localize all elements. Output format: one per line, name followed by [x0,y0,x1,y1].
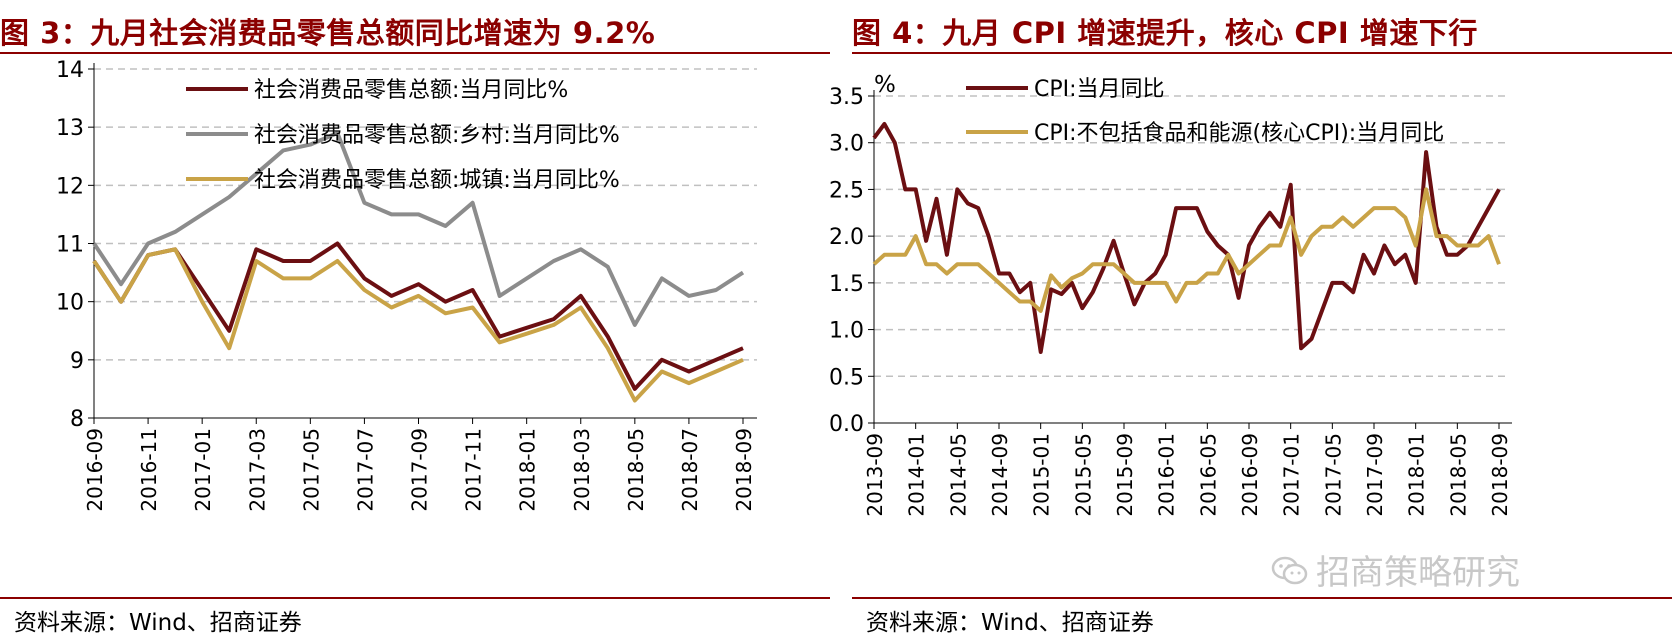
x-tick-label: 2018-05 [1446,433,1470,517]
series-line-1 [872,122,1501,354]
source-note: 资料来源：Wind、招商证券 [14,610,302,636]
series-line-1 [92,241,744,391]
legend-label: CPI:当月同比 [1034,77,1165,102]
x-tick-label: 2015-05 [1071,433,1095,517]
x-tick-label: 2017-05 [299,428,323,512]
x-tick-label: 2017-01 [1280,433,1304,517]
retail-sales-chart: 8 9 10 11 12 13 14 2016-09 2016-11 2017-01 2017-03… [56,58,757,512]
watermark: 招商策略研究 [1271,545,1520,594]
x-tick-label: 2018-07 [678,428,702,512]
x-tick-label: 2018-01 [516,428,540,512]
figure-3-title: 图 3：九月社会消费品零售总额同比增速为 9.2% [0,16,656,50]
series-line-2 [92,131,745,327]
y-tick-label: 12 [56,174,84,199]
y-tick-label: 0.0 [829,412,864,437]
wechat-icon [1271,555,1308,585]
x-tick-label: 2016-05 [1196,433,1220,517]
x-tick-label: 2017-03 [245,428,269,512]
x-tick-label: 2017-07 [353,428,377,512]
series-line-2 [872,187,1501,313]
x-tick-label: 2018-03 [570,428,594,512]
x-tick-label: 2018-09 [1488,433,1512,517]
y-tick-label: 3.5 [829,85,864,110]
y-tick-label: 1.0 [829,319,864,344]
x-tick-label: 2017-11 [462,428,486,512]
y-tick-label: 1.5 [829,272,864,297]
y-tick-label: 13 [56,116,84,141]
y-tick-label: 2.0 [829,225,864,250]
x-tick-label: 2018-09 [732,428,756,512]
x-tick-label: 2018-05 [624,428,648,512]
legend-label: 社会消费品零售总额:城镇:当月同比% [254,168,620,193]
x-tick-label: 2014-01 [905,433,929,517]
y-tick-label: 11 [56,233,84,258]
x-tick-label: 2017-01 [191,428,215,512]
figure-4-title: 图 4：九月 CPI 增速提升，核心 CPI 增速下行 [852,16,1478,50]
y-axis-label: % [874,72,896,98]
y-tick-label: 10 [56,291,84,316]
y-tick-label: 3.0 [829,132,864,157]
figure-3-panel: 图 3：九月社会消费品零售总额同比增速为 9.2% 8 9 10 11 12 13 14 20… [0,0,830,640]
x-tick-label: 2015-01 [1030,433,1054,517]
legend-label: CPI:不包括食品和能源(核心CPI):当月同比 [1034,121,1444,146]
x-tick-label: 2016-01 [1155,433,1179,517]
x-tick-label: 2016-11 [137,428,161,512]
y-tick-label: 14 [56,58,84,83]
y-tick-label: 9 [70,349,84,374]
legend-label: 社会消费品零售总额:当月同比% [254,78,568,103]
x-tick-label: 2015-09 [1113,433,1137,517]
source-rule [852,597,1672,599]
watermark-text: 招商策略研究 [1316,553,1520,593]
x-tick-label: 2016-09 [1238,433,1262,517]
title-rule [0,52,830,54]
x-tick-label: 2018-01 [1405,433,1429,517]
series-line-3 [92,247,744,403]
y-tick-label: 2.5 [829,178,864,203]
x-tick-label: 2017-05 [1321,433,1345,517]
y-tick-label: 8 [70,407,84,432]
x-tick-label: 2016-09 [83,428,107,512]
source-rule [0,597,830,599]
legend-label: 社会消费品零售总额:乡村:当月同比% [254,123,620,148]
x-tick-label: 2014-09 [988,433,1012,517]
x-tick-label: 2014-05 [946,433,970,517]
figure-4-panel: 图 4：九月 CPI 增速提升，核心 CPI 增速下行 0.0 0.5 1.0 1.5… [829,0,1679,640]
source-note: 资料来源：Wind、招商证券 [866,610,1154,636]
x-tick-label: 2017-09 [408,428,432,512]
y-tick-label: 0.5 [829,365,864,390]
x-tick-label: 2013-09 [863,433,887,517]
x-tick-label: 2017-09 [1363,433,1387,517]
title-rule [852,52,1672,54]
cpi-chart: 0.0 0.5 1.0 1.5 2.0 2.5 3.0 3.5 2013-09 2014-01 20… [829,72,1512,517]
